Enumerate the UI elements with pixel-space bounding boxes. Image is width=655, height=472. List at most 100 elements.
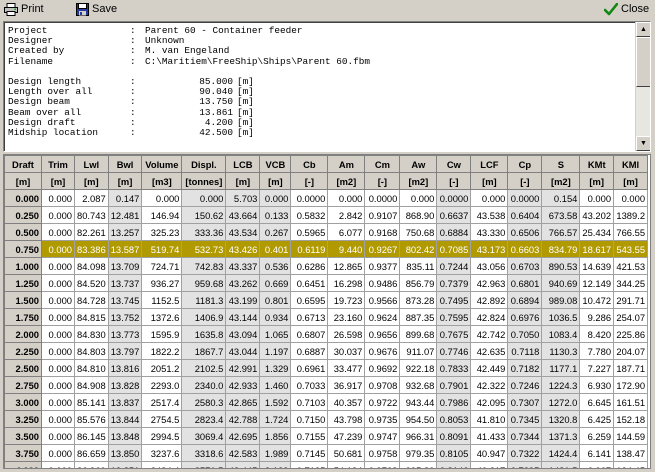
table-cell[interactable]: 40.357 [327,393,366,411]
draft-cell[interactable]: 2.000 [4,325,42,343]
close-button[interactable]: Close [604,1,649,17]
table-cell[interactable]: 13.587 [107,240,143,258]
table-cell[interactable]: 0.000 [41,257,75,275]
table-cell[interactable]: 0.000 [259,189,292,207]
table-cell[interactable]: 0.000 [41,376,75,394]
table-cell[interactable]: 995.80 [399,461,438,468]
table-cell[interactable]: 41.810 [470,410,509,428]
draft-cell[interactable]: 3.000 [4,393,42,411]
table-cell[interactable]: 85.141 [74,393,109,411]
table-cell[interactable]: 1635.8 [181,325,227,343]
table-cell[interactable]: 0.6703 [507,257,543,275]
table-cell[interactable]: 204.07 [613,342,649,360]
table-cell[interactable]: 0.7125 [290,461,329,468]
table-cell[interactable]: 42.449 [470,359,509,377]
table-row[interactable]: 2.250 0.000 84.803 13.797 1822.2 1867.7 43.044… [4,342,649,360]
table-row[interactable]: 1.500 0.000 84.728 13.745 1152.5 1181.3 43.199… [4,291,649,309]
table-cell[interactable]: 932.68 [399,376,438,394]
table-cell[interactable]: 0.000 [41,427,75,445]
table-cell[interactable]: 8.420 [579,325,615,343]
table-cell[interactable]: 13.848 [107,427,143,445]
table-cell[interactable]: 0.5832 [290,206,329,224]
table-cell[interactable]: 144.59 [613,427,649,445]
table-cell[interactable]: 943.44 [399,393,438,411]
table-cell[interactable]: 954.50 [399,410,438,428]
table-cell[interactable]: 0.7986 [436,393,472,411]
table-cell[interactable]: 42.824 [470,308,509,326]
table-cell[interactable]: 0.6961 [290,359,329,377]
table-cell[interactable]: 3484.4 [141,461,183,468]
draft-cell[interactable]: 3.250 [4,410,42,428]
table-cell[interactable]: 161.51 [613,393,649,411]
table-cell[interactable]: 6.259 [579,427,615,445]
table-cell[interactable]: 42.892 [470,291,509,309]
table-cell[interactable]: 1.460 [259,376,292,394]
table-cell[interactable]: 1595.9 [141,325,183,343]
table-cell[interactable]: 325.23 [141,223,183,241]
table-cell[interactable]: 1083.4 [541,325,581,343]
table-row[interactable]: 2.500 0.000 84.810 13.816 2051.2 2102.5 42.991… [4,359,649,377]
table-cell[interactable]: 84.098 [74,257,109,275]
scroll-thumb[interactable] [636,37,650,87]
scroll-up-arrow-icon[interactable]: ▲ [636,22,650,37]
table-cell[interactable]: 23.160 [327,308,366,326]
table-cell[interactable]: 0.000 [41,189,75,207]
table-cell[interactable]: 6.645 [579,393,615,411]
table-cell[interactable]: 0.801 [259,291,292,309]
table-cell[interactable]: 1406.9 [181,308,227,326]
column-header[interactable]: Bwl [107,155,143,173]
column-header[interactable]: Cb [290,155,329,173]
table-cell[interactable]: 0.9758 [364,444,401,462]
table-cell[interactable]: 0.0000 [290,189,329,207]
table-row[interactable]: 3.500 0.000 86.145 13.848 2994.5 3069.4 42.695… [4,427,649,445]
table-cell[interactable]: 43.337 [225,257,261,275]
draft-cell[interactable]: 2.500 [4,359,42,377]
table-cell[interactable]: 43.534 [225,223,261,241]
column-header[interactable]: Aw [399,155,438,173]
table-cell[interactable]: 0.6404 [507,206,543,224]
table-cell[interactable]: 42.742 [470,325,509,343]
table-cell[interactable]: 85.576 [74,410,109,428]
table-cell[interactable]: 979.35 [399,444,438,462]
table-cell[interactable]: 3069.4 [181,427,227,445]
table-cell[interactable]: 0.000 [41,291,75,309]
table-cell[interactable]: 0.7118 [507,342,543,360]
table-cell[interactable]: 33.477 [327,359,366,377]
table-cell[interactable]: 13.752 [107,308,143,326]
table-cell[interactable]: 1372.6 [141,308,183,326]
table-cell[interactable]: 152.18 [613,410,649,428]
table-cell[interactable]: 54.124 [327,461,366,468]
draft-cell[interactable]: 1.000 [4,257,42,275]
table-cell[interactable]: 13.828 [107,376,143,394]
table-cell[interactable]: 2340.0 [181,376,227,394]
table-cell[interactable]: 890.53 [541,257,581,275]
table-cell[interactable]: 0.7295 [507,461,543,468]
table-cell[interactable]: 2293.0 [141,376,183,394]
table-cell[interactable]: 84.830 [74,325,109,343]
table-cell[interactable]: 0.000 [41,223,75,241]
table-cell[interactable]: 0.9747 [364,427,401,445]
table-cell[interactable]: 940.69 [541,274,581,292]
table-cell[interactable]: 0.7182 [507,359,543,377]
table-cell[interactable]: 936.27 [141,274,183,292]
table-cell[interactable]: 6.425 [579,410,615,428]
table-cell[interactable]: 43.538 [470,206,509,224]
table-cell[interactable]: 0.7244 [436,257,472,275]
table-cell[interactable]: 30.037 [327,342,366,360]
draft-cell[interactable]: 1.250 [4,274,42,292]
table-cell[interactable]: 0.9708 [364,376,401,394]
column-header[interactable]: Displ. [181,155,227,173]
table-cell[interactable]: 41.433 [470,427,509,445]
table-cell[interactable]: 0.6119 [290,240,329,258]
table-cell[interactable]: 1036.5 [541,308,581,326]
table-cell[interactable]: 1389.2 [613,206,649,224]
table-cell[interactable]: 12.149 [579,274,615,292]
table-cell[interactable]: 0.6637 [436,206,472,224]
draft-cell[interactable]: 0.750 [4,240,42,258]
table-cell[interactable]: 2102.5 [181,359,227,377]
report-text-area[interactable]: Project: Parent 60 - Container feeder Desi… [3,21,651,152]
draft-cell[interactable]: 2.750 [4,376,42,394]
table-cell[interactable]: 0.7145 [290,444,329,462]
table-cell[interactable]: 0.7901 [436,376,472,394]
table-cell[interactable]: 3318.6 [181,444,227,462]
